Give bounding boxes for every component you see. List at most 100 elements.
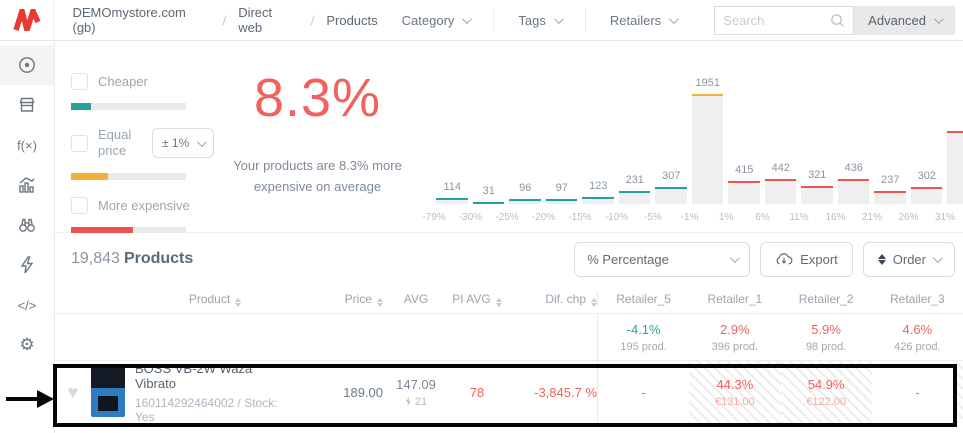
search-input[interactable] xyxy=(723,12,831,28)
breadcrumb-page[interactable]: Products xyxy=(326,12,378,28)
retailer-header-group: Retailer_5 Retailer_1 Retailer_2 Retaile… xyxy=(597,292,963,306)
retailers-dropdown[interactable]: Retailers xyxy=(584,8,700,32)
search-box[interactable] xyxy=(714,5,855,35)
cheaper-progress-fill xyxy=(71,103,91,110)
retailer-cell[interactable]: 44.3% €131.00 xyxy=(689,361,781,423)
chart-axis-label: 6% xyxy=(755,212,770,223)
gear-icon: ⚙ xyxy=(19,335,35,354)
equal-price-checkbox[interactable] xyxy=(71,134,88,152)
equal-threshold-select[interactable]: ± 1% xyxy=(152,128,215,159)
equal-threshold-value: ± 1% xyxy=(162,136,190,151)
breadcrumb-separator: / xyxy=(222,12,227,28)
percentage-select[interactable]: % Percentage xyxy=(574,241,751,277)
retailer-cell[interactable]: 54.9% €122.00 xyxy=(780,361,872,423)
table-header-row: Product Price AVG PI AVG Dif. chp Retail… xyxy=(55,285,963,313)
chart-bar xyxy=(436,198,468,204)
favorite-heart-icon[interactable]: ♥ xyxy=(67,381,79,402)
sidebar-item-functions[interactable]: f(×) xyxy=(0,125,54,165)
sidebar-item-price-index[interactable] xyxy=(0,45,54,85)
store-icon xyxy=(19,97,35,112)
top-bar: DEMOmystore.com (gb) / Direct web / Prod… xyxy=(0,0,963,41)
column-header-price[interactable]: Price xyxy=(295,292,383,307)
more-expensive-checkbox[interactable] xyxy=(71,196,88,214)
chart-axis-label: 31% xyxy=(934,212,956,223)
sidebar-item-automations[interactable] xyxy=(0,245,54,285)
price-filters: Cheaper Equal price ± 1% xyxy=(55,41,215,234)
chart-bar-value: 114 xyxy=(443,181,462,193)
export-button[interactable]: Export xyxy=(760,241,853,277)
category-dropdown-label: Category xyxy=(401,12,455,28)
chevron-down-icon xyxy=(932,252,943,263)
chart-bar xyxy=(509,199,541,204)
advanced-button[interactable]: Advanced xyxy=(854,5,955,35)
chevron-down-icon xyxy=(197,136,208,147)
breadcrumb-channel[interactable]: Direct web xyxy=(238,5,273,35)
sidebar-item-settings[interactable]: ⚙ xyxy=(0,325,54,365)
analytics-section: Cheaper Equal price ± 1% xyxy=(55,41,963,234)
retailer-header: Retailer_2 xyxy=(798,292,854,306)
brand-logo[interactable] xyxy=(0,0,55,41)
breadcrumb-store[interactable]: DEMOmystore.com (gb) xyxy=(72,5,186,35)
chevron-down-icon xyxy=(933,13,944,24)
avg-value: 147.09 xyxy=(396,376,436,392)
target-icon xyxy=(19,57,35,73)
sidebar-item-analytics[interactable] xyxy=(0,165,54,205)
category-dropdown[interactable]: Category xyxy=(378,8,494,32)
top-nav: Category Tags Retailers Advanced xyxy=(378,0,963,41)
chart-bar xyxy=(618,191,650,204)
search-icon[interactable] xyxy=(830,13,845,28)
advanced-button-label: Advanced xyxy=(868,12,926,28)
summary-product-count: 195 prod. xyxy=(620,340,667,353)
next-retailer-column-edge xyxy=(956,361,963,423)
code-icon: </> xyxy=(17,297,37,313)
retailer-cell: - xyxy=(598,361,689,423)
cheaper-label: Cheaper xyxy=(98,74,148,89)
chart-axis-label: -20% xyxy=(531,212,556,223)
product-name[interactable]: BOSS VB-2W Waza Vibrato xyxy=(135,360,253,391)
chart-bar-value: 96 xyxy=(519,182,532,194)
retailer-price: €122.00 xyxy=(806,395,846,408)
retailer-summary-row: -4.1% 195 prod. 2.9% 396 prod. 5.9% 98 p… xyxy=(55,313,963,360)
sort-icon xyxy=(591,297,597,307)
chart-axis-label: -25% xyxy=(495,212,519,223)
sidebar-item-store[interactable] xyxy=(0,85,54,125)
sort-icon xyxy=(235,297,242,307)
product-row[interactable]: ♥ BOSS VB-2W Waza Vibrato 16011429246400… xyxy=(55,360,963,424)
chart-bar-value: 31 xyxy=(482,185,495,197)
column-header-pi-avg[interactable]: PI AVG xyxy=(449,292,505,307)
column-header-dif-chp[interactable]: Dif. chp xyxy=(505,292,597,307)
order-button-label: Order xyxy=(892,251,926,267)
product-image[interactable] xyxy=(91,367,125,417)
order-button[interactable]: Order xyxy=(862,241,955,277)
chart-bar-value: 1951 xyxy=(695,77,720,89)
retailer-summary-cell: -4.1% 195 prod. xyxy=(598,314,689,360)
tags-dropdown-label: Tags xyxy=(518,12,546,28)
pi-avg-header-label: PI AVG xyxy=(452,291,491,306)
bolt-icon xyxy=(20,256,34,274)
sidebar-item-api[interactable]: </> xyxy=(0,285,54,325)
chart-bar xyxy=(545,199,577,204)
pi-avg-value: 78 xyxy=(469,384,485,400)
cheaper-checkbox[interactable] xyxy=(71,73,88,90)
chart-axis-label: -79% xyxy=(422,212,446,223)
retailer-header: Retailer_3 xyxy=(890,292,945,306)
avg-retailer-count: 21 xyxy=(383,396,449,408)
sidebar-item-watch[interactable] xyxy=(0,205,54,245)
column-header-product[interactable]: Product xyxy=(135,292,295,307)
chart-bar xyxy=(874,191,906,204)
chart-axis-label: 26% xyxy=(898,212,919,223)
chart-axis-label: -15% xyxy=(568,212,592,223)
chart-bar-value: 97 xyxy=(555,182,568,194)
retailer-summary-cell: 5.9% 98 prod. xyxy=(781,314,872,360)
percentage-select-label: % Percentage xyxy=(587,251,669,267)
avg-retailer-count-value: 21 xyxy=(414,395,428,408)
breadcrumb-separator: / xyxy=(310,12,315,28)
tags-dropdown[interactable]: Tags xyxy=(493,8,584,32)
chart-bar xyxy=(837,179,869,204)
retailer-price: €131.00 xyxy=(714,395,755,408)
summary-product-count: 98 prod. xyxy=(805,340,847,353)
chart-bar xyxy=(691,94,723,204)
summary-product-count: 396 prod. xyxy=(711,340,759,353)
summary-percent: 2.9% xyxy=(720,321,750,337)
